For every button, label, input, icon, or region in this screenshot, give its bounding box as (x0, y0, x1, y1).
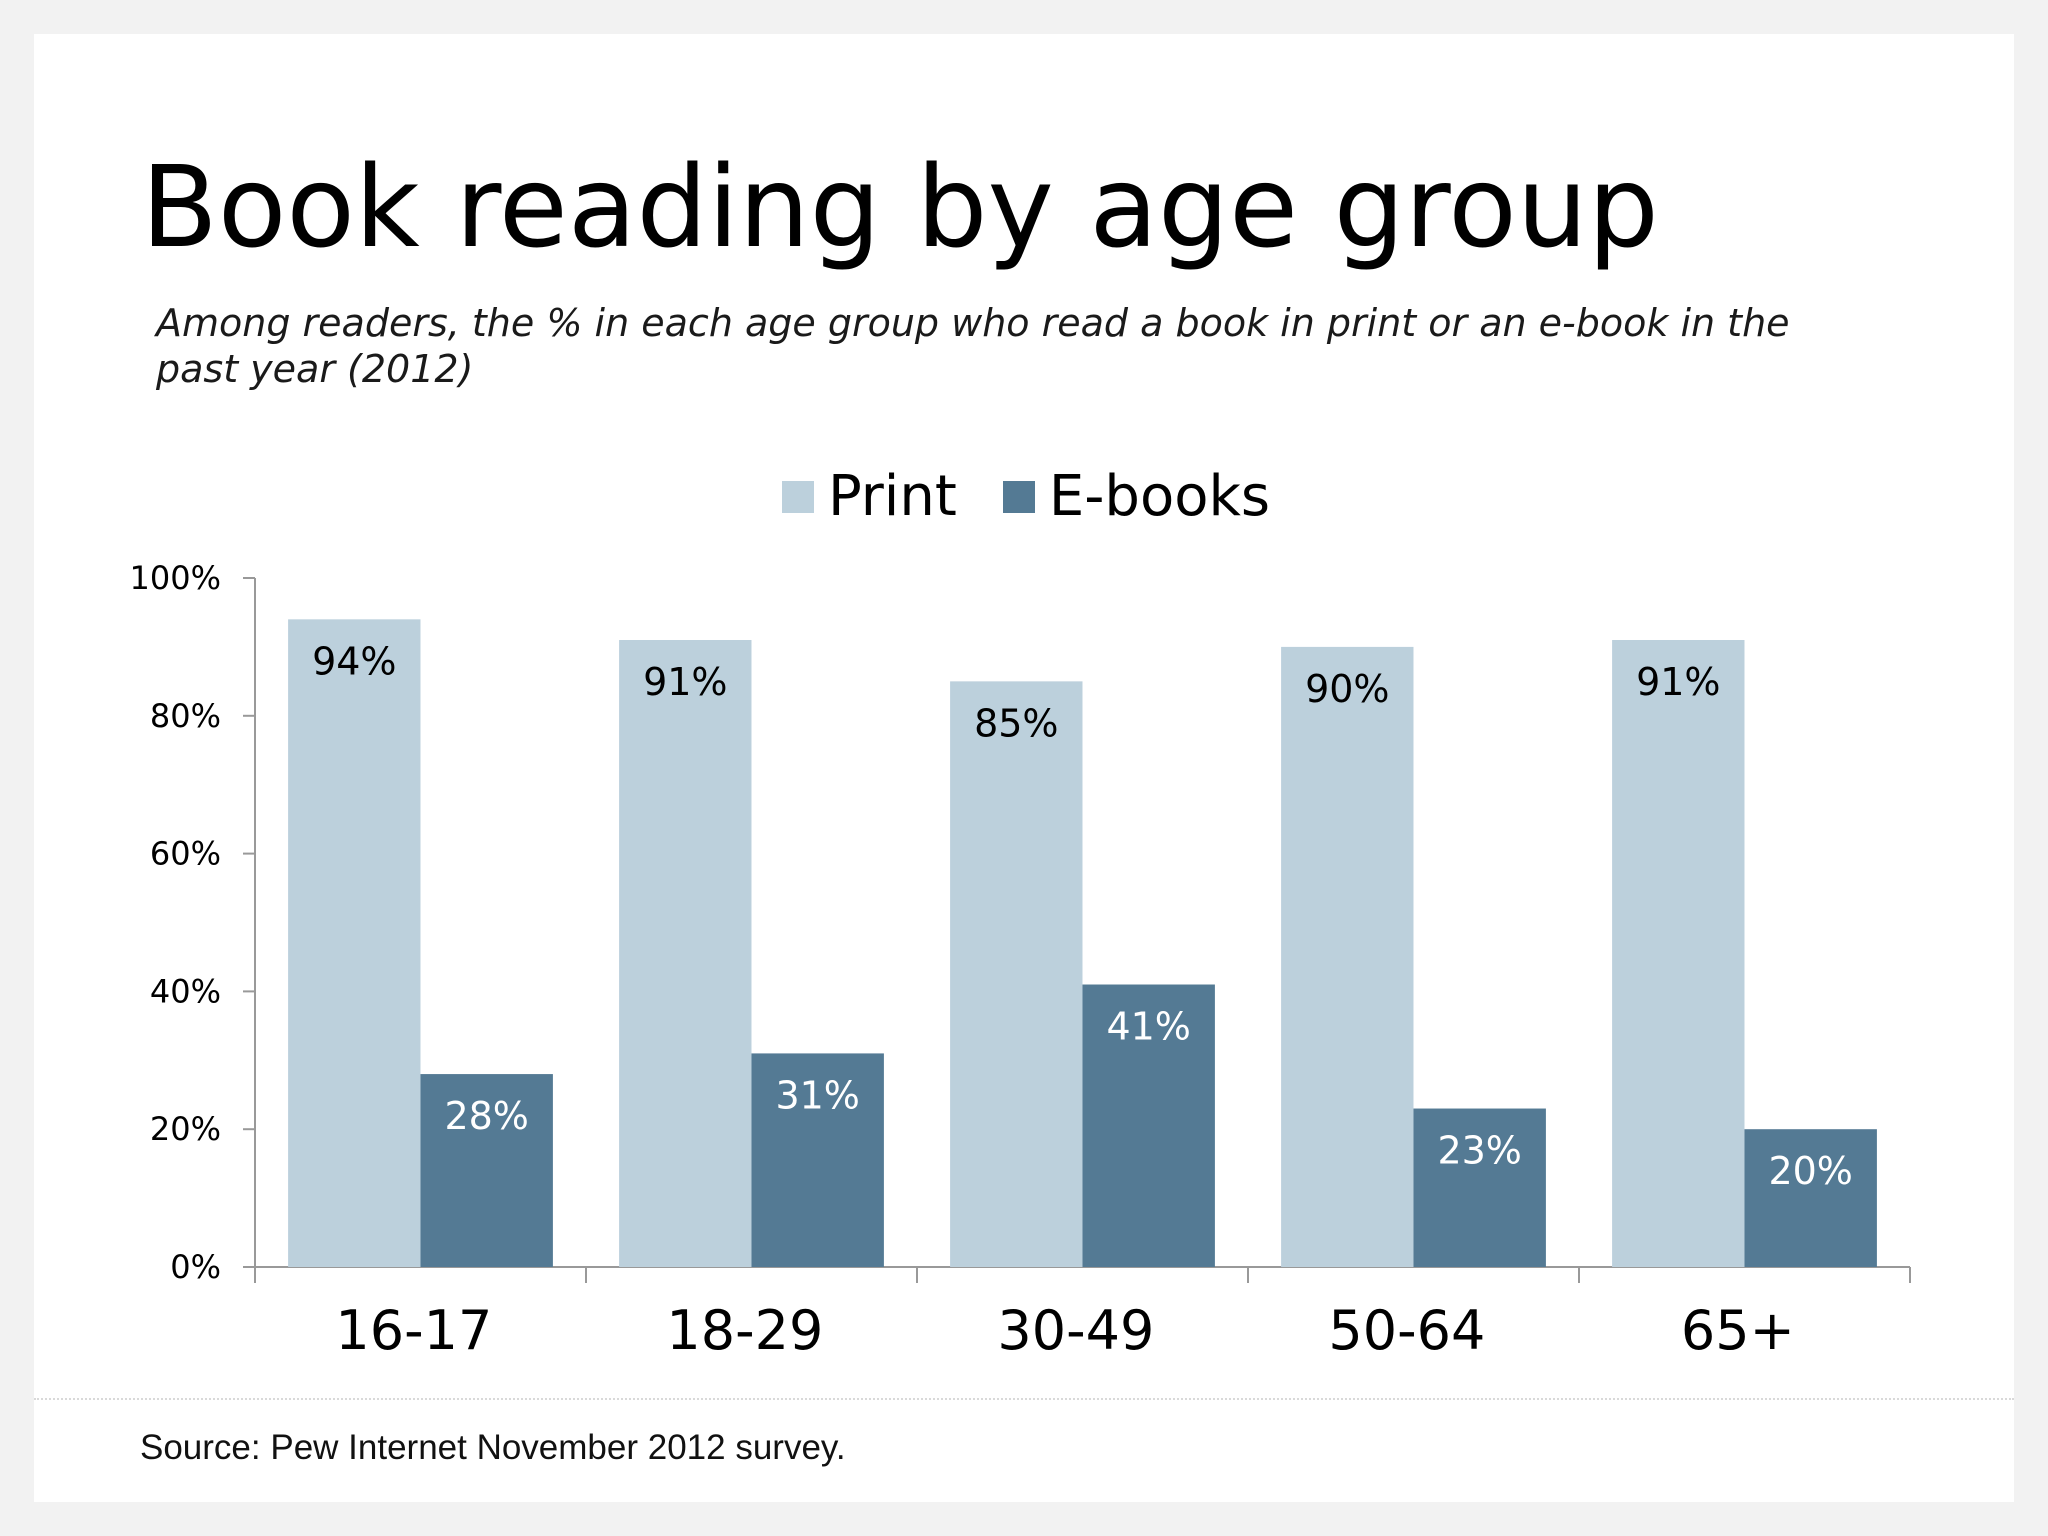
y-tick-label: 0% (170, 1248, 221, 1286)
footer-divider (34, 1398, 2014, 1400)
bar-ebooks (420, 1074, 553, 1267)
data-label: 94% (312, 639, 396, 683)
y-tick-label: 60% (150, 835, 221, 873)
chart-legend: Print E-books (782, 464, 1316, 529)
data-label: 23% (1437, 1129, 1521, 1173)
x-tick-label: 16-17 (335, 1299, 492, 1362)
data-label: 20% (1768, 1149, 1852, 1193)
y-tick-label: 80% (150, 697, 221, 735)
y-tick-label: 40% (150, 972, 221, 1010)
y-tick-label: 100% (130, 559, 221, 597)
legend-label-ebooks: E-books (1048, 464, 1271, 529)
data-label: 90% (1305, 667, 1389, 711)
legend-swatch-ebooks (1002, 480, 1035, 513)
legend-swatch-print (782, 480, 814, 513)
bar-ebooks (751, 1053, 884, 1267)
x-tick-label: 30-49 (997, 1299, 1154, 1362)
data-label: 41% (1106, 1005, 1190, 1049)
bar-print (1612, 640, 1745, 1267)
x-tick-label: 65+ (1681, 1299, 1795, 1362)
source-note: Source: Pew Internet November 2012 surve… (140, 1428, 846, 1467)
bar-print (1281, 646, 1414, 1267)
data-label: 91% (1636, 660, 1720, 704)
bar-ebooks (1082, 984, 1215, 1267)
chart-title: Book reading by age group (141, 143, 1659, 273)
bar-print (950, 681, 1083, 1267)
x-tick-label: 18-29 (666, 1299, 823, 1362)
bar-print (288, 619, 421, 1267)
legend-item-ebooks: E-books (1002, 464, 1271, 529)
chart-subtitle: Among readers, the % in each age group w… (156, 301, 1790, 391)
bar-print (619, 640, 752, 1267)
data-label: 85% (974, 701, 1058, 745)
legend-item-print: Print (782, 464, 957, 529)
data-label: 28% (444, 1094, 528, 1138)
y-tick-label: 20% (150, 1110, 221, 1148)
bar-ebooks (1413, 1108, 1546, 1267)
legend-label-print: Print (828, 464, 957, 529)
bar-ebooks (1744, 1129, 1877, 1267)
x-tick-label: 50-64 (1328, 1299, 1485, 1362)
data-label: 91% (643, 660, 727, 704)
slide: Book reading by age group Among readers,… (34, 34, 2014, 1502)
data-label: 31% (775, 1073, 859, 1117)
bar-chart: 0% 20% 40% 60% 80% 100% 94% 28% 16-17 91% 31% 18-29… (130, 559, 1911, 1362)
